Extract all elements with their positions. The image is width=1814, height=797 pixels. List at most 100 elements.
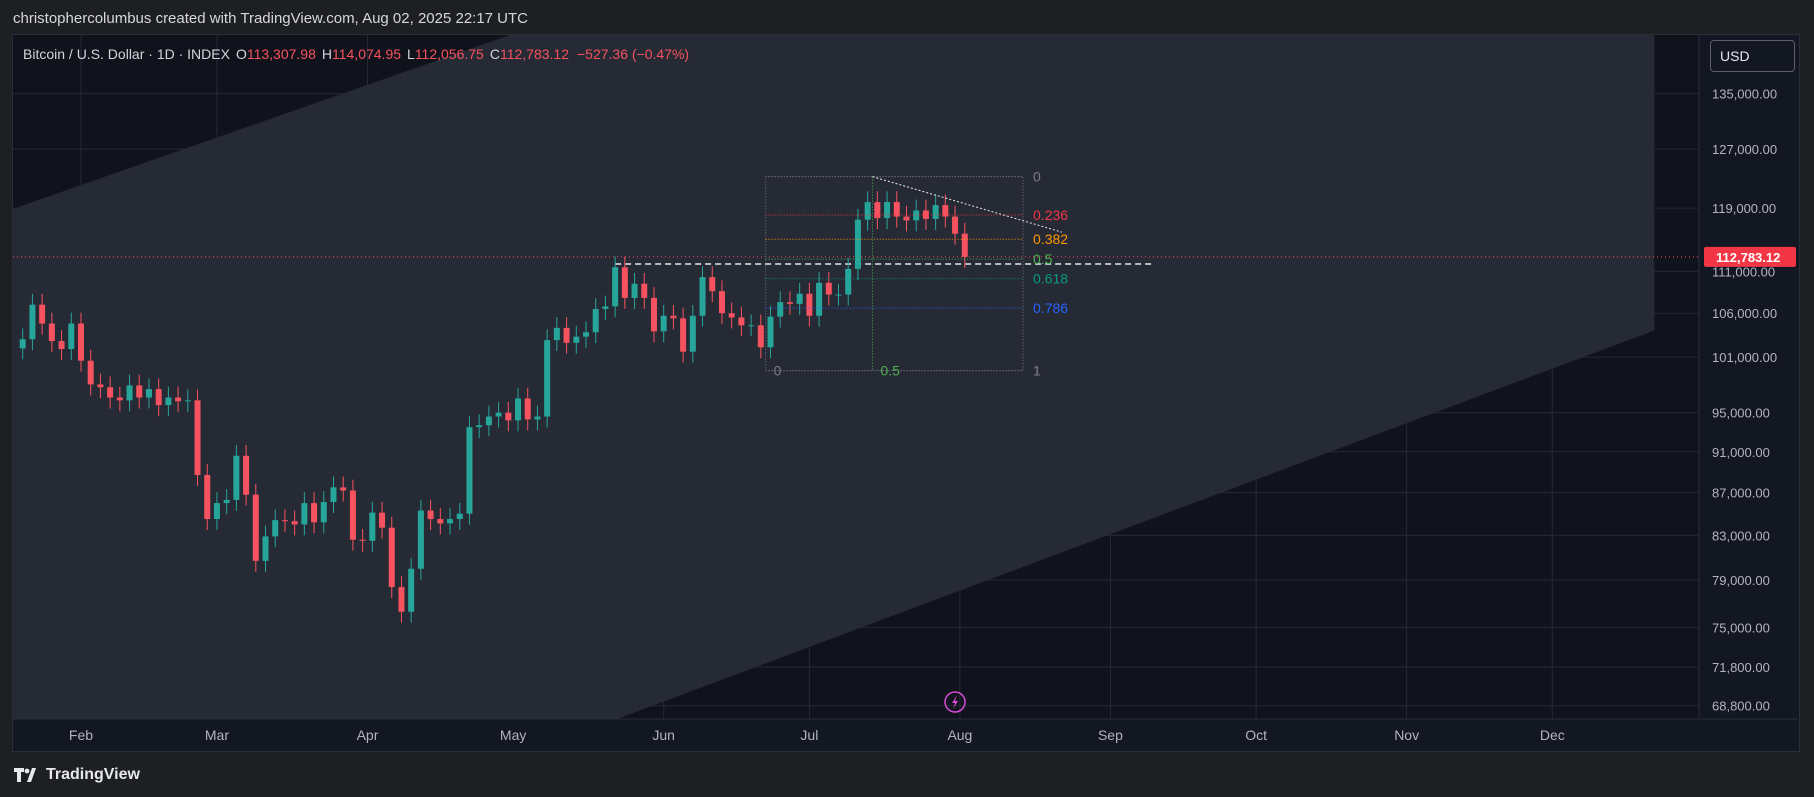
- candle-body: [718, 291, 725, 314]
- change-value: −527.36 (−0.47%): [577, 46, 690, 62]
- candle-body: [922, 210, 929, 219]
- candle-body: [68, 323, 75, 350]
- candle-body: [155, 389, 162, 406]
- candle-body: [505, 412, 512, 421]
- event-marker-icon: [944, 691, 966, 713]
- candle-body: [272, 520, 279, 537]
- price-tick-label: 87,000.00: [1712, 486, 1770, 501]
- high-label: H: [321, 46, 332, 62]
- candle-body: [223, 499, 230, 504]
- candle-body: [204, 475, 211, 520]
- last-price-label: 112,783.12: [1716, 250, 1780, 265]
- close-value: 112,783.12: [499, 46, 569, 62]
- candle-body: [408, 568, 415, 612]
- open-value: 113,307.98: [246, 46, 316, 62]
- candle-body: [515, 398, 522, 421]
- candle-body: [670, 315, 677, 319]
- candle-body: [427, 510, 434, 520]
- candle-body: [87, 360, 94, 385]
- candle-body: [767, 316, 774, 348]
- candle-body: [97, 384, 104, 388]
- month-tick-label: Apr: [357, 727, 379, 743]
- candle-body: [417, 510, 424, 569]
- candle-body: [369, 512, 376, 541]
- candle-body: [262, 536, 269, 561]
- candle-body: [233, 455, 240, 500]
- candle-body: [48, 323, 55, 342]
- symbol-title: Bitcoin / U.S. Dollar · 1D · INDEX: [23, 46, 230, 62]
- fib-level-label: 0.5: [1033, 251, 1053, 267]
- price-tick-label: 95,000.00: [1712, 406, 1770, 421]
- candle-body: [340, 487, 347, 491]
- candle-body: [281, 520, 288, 522]
- close-label: C: [489, 46, 500, 62]
- currency-button[interactable]: USD: [1710, 40, 1795, 72]
- candle-body: [806, 293, 813, 316]
- candle-body: [243, 455, 250, 495]
- candle-body: [845, 268, 852, 295]
- attribution-bar: christophercolumbus created with Trading…: [0, 0, 1814, 36]
- candle-body: [641, 283, 648, 298]
- candle-body: [524, 398, 531, 420]
- candle-body: [592, 308, 599, 333]
- candle-body: [602, 306, 609, 309]
- candle-body: [213, 503, 220, 520]
- month-tick-label: Mar: [205, 727, 229, 743]
- candle-body: [631, 283, 638, 298]
- candle-body: [126, 385, 133, 401]
- candle-body: [485, 416, 492, 426]
- candle-body: [903, 216, 910, 221]
- price-tick-label: 111,000.00: [1712, 264, 1775, 279]
- price-tick-label: 68,800.00: [1712, 699, 1770, 714]
- candle-body: [388, 527, 395, 588]
- candle-body: [699, 277, 706, 316]
- month-tick-label: Nov: [1394, 727, 1419, 743]
- candle-body: [466, 427, 473, 514]
- candle-body: [165, 397, 172, 406]
- month-tick-label: Feb: [69, 727, 93, 743]
- last-price-tag: [1704, 246, 1796, 267]
- month-tick-label: Sep: [1098, 727, 1123, 743]
- candle-body: [650, 297, 657, 332]
- candle-body: [660, 315, 667, 332]
- tradingview-logo-icon: [14, 768, 36, 782]
- price-tick-label: 71,800.00: [1712, 660, 1770, 675]
- candle-body: [709, 277, 716, 292]
- candle-body: [311, 503, 318, 523]
- candle-body: [884, 202, 891, 219]
- candle-body: [796, 293, 803, 304]
- candle-body: [330, 487, 337, 503]
- fib-time-label: 0.5: [880, 363, 900, 379]
- price-tick-label: 119,000.00: [1712, 201, 1776, 216]
- attribution-text: christophercolumbus created with Trading…: [13, 10, 529, 27]
- candle-body: [893, 202, 900, 217]
- fib-level-label: 0.236: [1033, 207, 1068, 223]
- candle-body: [864, 202, 871, 220]
- tradingview-logo[interactable]: TradingView: [14, 766, 140, 784]
- candle-body: [398, 587, 405, 612]
- candle-body: [553, 327, 560, 341]
- candle-body: [932, 205, 939, 219]
- candle-body: [495, 412, 502, 417]
- candle-body: [184, 400, 191, 402]
- candle-body: [835, 294, 842, 296]
- high-value: 114,074.95: [331, 46, 402, 62]
- candle-body: [447, 519, 454, 524]
- candle-body: [349, 490, 356, 540]
- candle-body: [476, 425, 483, 428]
- candle-body: [145, 389, 152, 398]
- candle-body: [58, 341, 65, 350]
- month-tick-label: May: [500, 727, 526, 743]
- candle-body: [301, 503, 308, 525]
- candle-body: [534, 416, 541, 420]
- fib-level-label: 0: [1033, 169, 1041, 185]
- fib-time-label: 0: [774, 363, 782, 379]
- candle-body: [573, 336, 580, 343]
- candle-body: [942, 205, 949, 217]
- candle-body: [252, 494, 259, 561]
- low-value: 112,056.75: [414, 46, 484, 62]
- candle-body: [777, 302, 784, 317]
- price-tick-label: 91,000.00: [1712, 445, 1770, 460]
- fib-level-label: 0.786: [1033, 300, 1068, 316]
